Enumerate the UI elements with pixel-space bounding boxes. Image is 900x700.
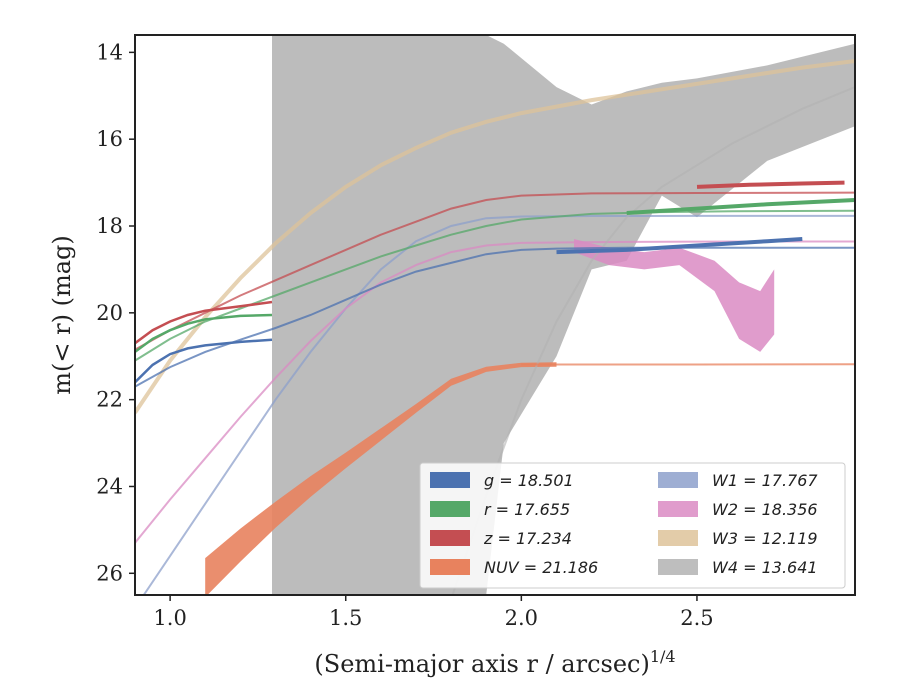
legend-label-z: z = 17.234 [483,529,572,548]
y-axis-title: m(< r) (mag) [48,235,76,394]
legend-swatch-w1 [658,472,698,488]
x-axis-ticks: 1.0 1.5 2.0 2.5 [153,595,714,630]
legend-label-w4: W4 = 13.641 [712,558,818,577]
x-axis-title: (Semi-major axis r / arcsec)1/4 [314,647,675,678]
w4-model-curve [451,86,855,595]
legend-label-w1: W1 = 17.767 [712,471,818,490]
w4-uncertainty-band [272,35,855,595]
y-tick-label: 22 [96,388,123,412]
y-tick-label: 14 [96,40,123,64]
legend-box [419,462,846,589]
x-tick-label: 2.5 [680,606,713,630]
legend-swatch-w4 [658,559,698,575]
plot-area [135,35,855,595]
legend-swatch-z [430,530,470,546]
legend: g = 18.501 r = 17.655 z = 17.234 NUV = 21.1… [419,462,846,589]
legend-label-r: r = 17.655 [484,500,570,519]
legend-label-g: g = 18.501 [484,471,574,490]
x-axis-title-text: (Semi-major axis r / arcsec) [314,650,649,678]
x-tick-label: 1.5 [329,606,362,630]
z-inner-profile [135,300,273,345]
legend-label-nuv: NUV = 21.186 [484,558,598,577]
y-axis-ticks: 14 16 18 20 22 24 26 [96,40,135,585]
y-tick-label: 16 [96,127,123,151]
w2-model-curve [135,240,855,544]
legend-swatch-nuv [430,559,470,575]
legend-swatch-g [430,472,470,488]
g-outer-profile [556,237,803,255]
w3-model-curve [135,59,855,414]
y-tick-label: 18 [96,214,123,238]
r-outer-profile [626,198,855,215]
plot-frame [134,34,856,596]
data-curves [135,180,855,384]
y-tick-label: 26 [96,561,123,585]
legend-swatch-w2 [658,501,698,517]
w2-uncertainty-band [574,239,775,352]
r-inner-profile [135,313,273,353]
x-tick-label: 2.0 [505,606,538,630]
y-tick-label: 20 [96,301,123,325]
legend-label-w3: W3 = 12.119 [712,529,818,548]
y-tick-label: 24 [96,474,123,498]
z-outer-profile [696,180,845,189]
legend-label-w2: W2 = 18.356 [712,500,818,519]
legend-swatch-w3 [658,530,698,546]
z-model-curve [135,191,855,351]
x-axis-title-superscript: 1/4 [650,647,676,666]
g-inner-profile [135,338,273,384]
x-tick-label: 1.0 [153,606,186,630]
legend-swatch-r [430,501,470,517]
